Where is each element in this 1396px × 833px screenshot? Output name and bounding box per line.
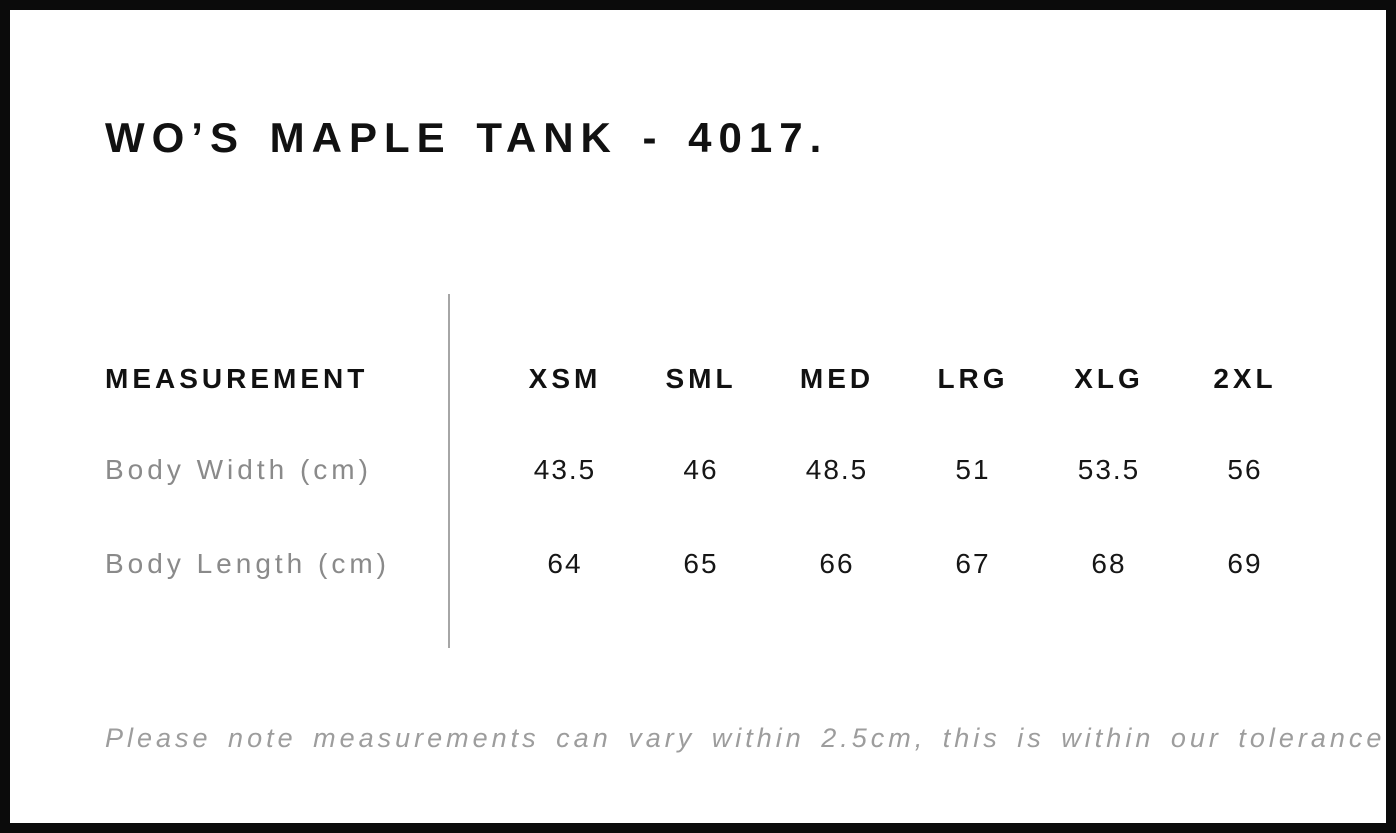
body-length-med: 66 xyxy=(819,548,855,579)
body-length-xlg: 68 xyxy=(1091,548,1127,579)
body-width-lrg: 51 xyxy=(955,454,991,485)
table-row-body-length: Body Length (cm) 64 65 66 67 68 69 xyxy=(105,546,1313,582)
body-length-sml: 65 xyxy=(683,548,719,579)
column-header-sml: SML xyxy=(665,363,737,394)
page-title: WO’S MAPLE TANK - 4017. xyxy=(105,114,829,161)
body-width-xsm: 43.5 xyxy=(533,454,597,485)
size-table: MEASUREMENT XSM SML MED LRG XLG 2XL Body… xyxy=(10,10,1386,823)
table-divider xyxy=(448,294,450,648)
body-width-2xl: 56 xyxy=(1227,454,1263,485)
body-width-xlg: 53.5 xyxy=(1077,454,1141,485)
column-header-xlg: XLG xyxy=(1074,363,1144,394)
body-length-lrg: 67 xyxy=(955,548,991,579)
measurement-header: MEASUREMENT xyxy=(105,363,369,394)
table-header-row: MEASUREMENT XSM SML MED LRG XLG 2XL xyxy=(105,361,1313,397)
body-width-med: 48.5 xyxy=(805,454,869,485)
row-label-body-length: Body Length (cm) xyxy=(105,548,390,579)
table-row-body-width: Body Width (cm) 43.5 46 48.5 51 53.5 56 xyxy=(105,452,1313,488)
row-label-body-width: Body Width (cm) xyxy=(105,454,372,485)
tolerance-note: Please note measurements can vary within… xyxy=(105,723,1396,753)
body-length-xsm: 64 xyxy=(547,548,583,579)
column-header-med: MED xyxy=(799,363,875,394)
column-header-xsm: XSM xyxy=(528,363,602,394)
body-length-2xl: 69 xyxy=(1227,548,1263,579)
column-header-lrg: LRG xyxy=(937,363,1009,394)
body-width-sml: 46 xyxy=(683,454,719,485)
column-header-2xl: 2XL xyxy=(1213,363,1277,394)
